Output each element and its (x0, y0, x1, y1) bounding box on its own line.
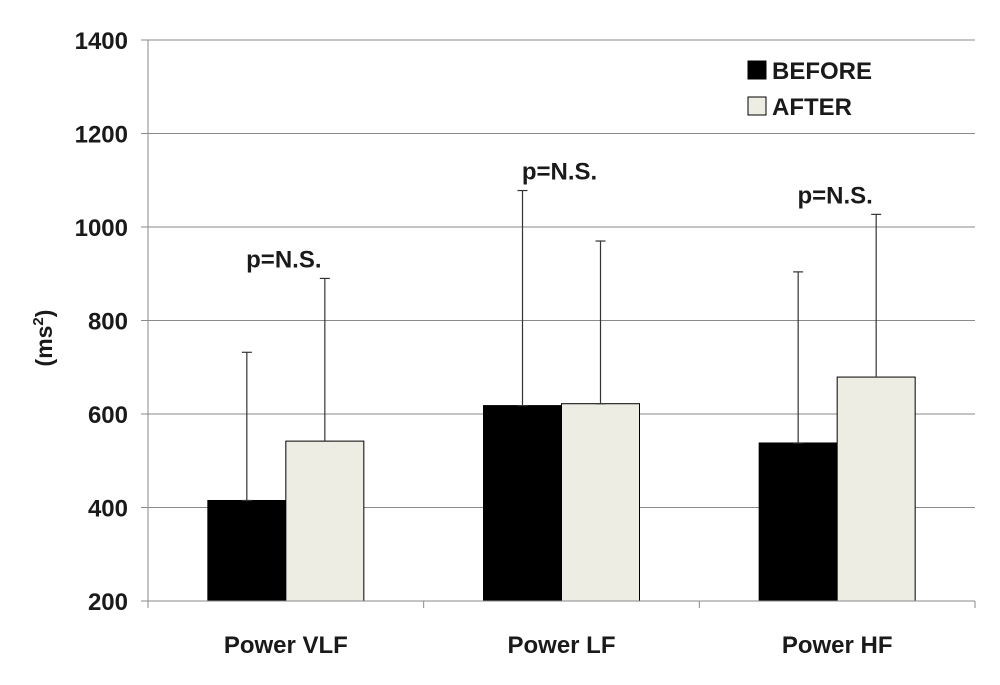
bar (483, 405, 562, 602)
bar (758, 442, 838, 602)
legend: BEFORE AFTER (747, 58, 872, 121)
legend-swatch (747, 96, 767, 116)
significance-annotation: p=N.S. (522, 159, 597, 186)
category-label: Power LF (507, 632, 615, 659)
bar (836, 376, 916, 602)
y-tick-label: 400 (88, 496, 128, 523)
y-tick-label: 200 (88, 589, 128, 616)
x-axis: Power VLF Power LF Power HF (147, 600, 976, 659)
y-axis: 200 400 600 800 1000 1200 1400 (75, 28, 149, 616)
legend-swatch (747, 60, 767, 80)
bar (285, 440, 365, 602)
y-tick-label: 800 (88, 309, 128, 336)
bars (207, 376, 916, 602)
y-axis-label: (ms2) (30, 310, 57, 367)
annotations: p=N.S. p=N.S. p=N.S. (246, 159, 873, 274)
y-tick-label: 1200 (75, 122, 128, 149)
bar (207, 499, 287, 602)
y-tick-label: 1000 (75, 215, 128, 242)
significance-annotation: p=N.S. (797, 182, 872, 209)
category-label: Power HF (782, 632, 893, 659)
significance-annotation: p=N.S. (246, 246, 321, 273)
legend-label: BEFORE (772, 58, 872, 85)
legend-label: AFTER (772, 94, 852, 121)
y-tick-label: 600 (88, 402, 128, 429)
error-bars (241, 189, 882, 502)
y-tick-label: 1400 (75, 28, 128, 55)
category-label: Power VLF (224, 632, 348, 659)
bar (561, 403, 640, 602)
